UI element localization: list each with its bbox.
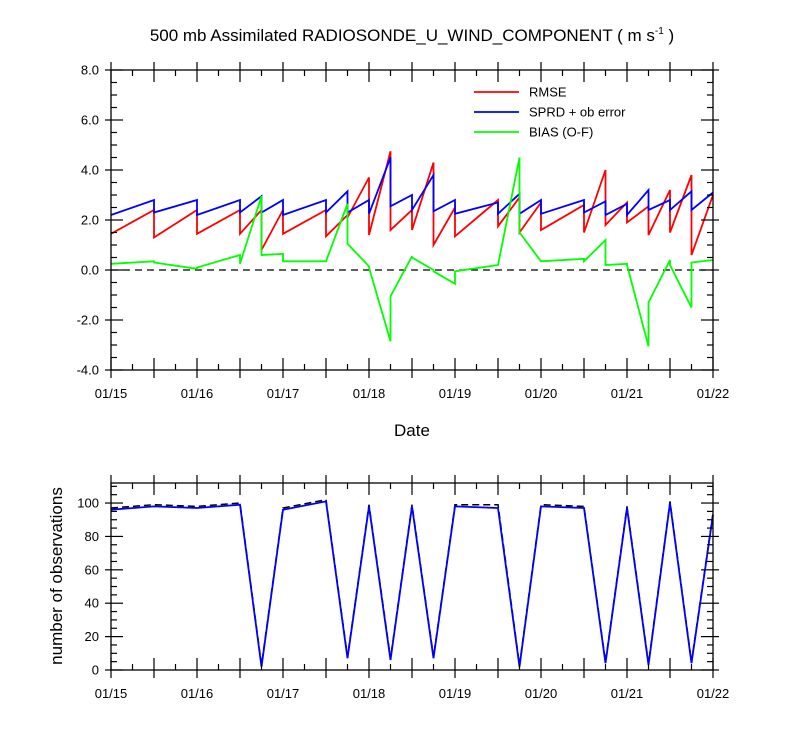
x-tick-label: 01/22 <box>697 686 730 701</box>
bottom-series-observations-used <box>110 500 714 667</box>
y-tick-label: 40 <box>85 596 99 611</box>
x-tick-label: 01/21 <box>611 686 644 701</box>
y-tick-label: 6.0 <box>81 113 99 128</box>
y-tick-label: 8.0 <box>81 63 99 78</box>
bottom-plot-area <box>110 498 714 667</box>
x-tick-label: 01/21 <box>611 386 644 401</box>
y-tick-label: 100 <box>77 496 99 511</box>
top-panel: 01/15 01/16 01/17 01/18 01/19 01/20 01/21 01/22… <box>77 62 730 440</box>
x-tick-label: 01/19 <box>439 386 472 401</box>
y-tick-label: 0 <box>92 663 99 678</box>
y-tick-label: -4.0 <box>77 363 99 378</box>
x-tick-label: 01/17 <box>267 686 300 701</box>
x-tick-label: 01/16 <box>181 686 214 701</box>
legend: RMSE SPRD + ob error BIAS (O-F) <box>474 85 626 140</box>
x-tick-label: 01/22 <box>697 386 730 401</box>
legend-label: SPRD + ob error <box>529 105 626 120</box>
x-tick-label: 01/15 <box>95 686 128 701</box>
y-tick-label: 4.0 <box>81 163 99 178</box>
y-tick-label: 80 <box>85 529 99 544</box>
chart-title: 500 mb Assimilated RADIOSONDE_U_WIND_COM… <box>150 26 674 45</box>
y-tick-label: 0.0 <box>81 263 99 278</box>
x-tick-label: 01/20 <box>525 686 558 701</box>
top-series-bias-o-f <box>110 157 714 347</box>
top-series-sprd-ob-error <box>110 157 714 218</box>
x-tick-label: 01/18 <box>353 686 386 701</box>
legend-label: BIAS (O-F) <box>529 125 593 140</box>
top-axis-ticks: 01/15 01/16 01/17 01/18 01/19 01/20 01/21 01/22… <box>77 62 730 401</box>
top-plot-area <box>110 151 714 347</box>
x-tick-label: 01/15 <box>95 386 128 401</box>
legend-label: RMSE <box>529 85 567 100</box>
x-tick-label: 01/20 <box>525 386 558 401</box>
y-tick-label: 2.0 <box>81 213 99 228</box>
y-axis-title: number of observations <box>47 487 66 665</box>
x-tick-label: 01/17 <box>267 386 300 401</box>
x-tick-label: 01/18 <box>353 386 386 401</box>
bottom-panel: 01/15 01/16 01/17 01/18 01/19 01/20 01/21 01/22… <box>47 475 729 701</box>
y-tick-label: 60 <box>85 562 99 577</box>
bottom-axis-ticks: 01/15 01/16 01/17 01/18 01/19 01/20 01/21 01/22… <box>77 475 729 701</box>
x-axis-title: Date <box>394 421 430 440</box>
x-tick-label: 01/16 <box>181 386 214 401</box>
y-tick-label: 20 <box>85 629 99 644</box>
y-tick-label: -2.0 <box>77 313 99 328</box>
bottom-series-observations-possible <box>110 498 714 666</box>
x-tick-label: 01/19 <box>439 686 472 701</box>
